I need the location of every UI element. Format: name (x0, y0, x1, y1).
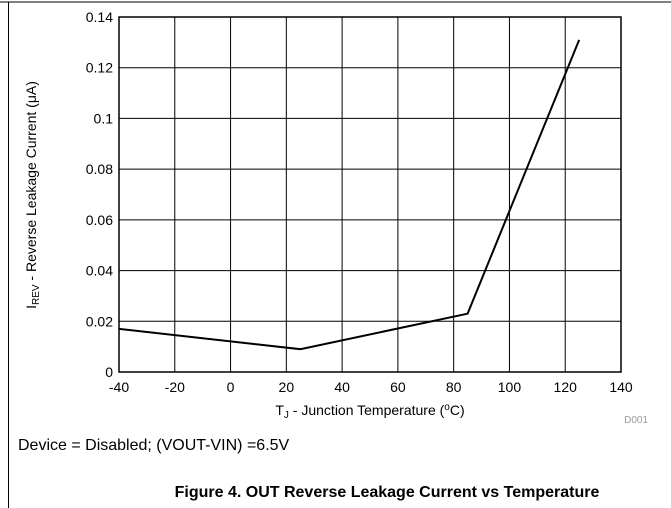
data-line (118, 39, 581, 351)
plot-border (118, 16, 622, 373)
x-label-main: T (275, 402, 284, 418)
x-label-sub: J (284, 410, 289, 421)
x-label-end: C) (450, 402, 465, 418)
x-tick-label: 120 (554, 379, 578, 395)
y-label-rest: - Reverse Leakage Current (μA) (23, 81, 39, 284)
y-tick-label: 0.1 (94, 110, 114, 126)
y-tick-label: 0.08 (86, 161, 113, 177)
x-tick-label: 80 (446, 379, 462, 395)
y-tick-label: 0.14 (86, 9, 113, 25)
x-axis-label: TJ - Junction Temperature (oC) (275, 402, 464, 421)
x-tick-label: 20 (279, 379, 295, 395)
note: Device = Disabled; (VOUT-VIN) =6.5V (18, 437, 290, 454)
x-tick-label: 100 (498, 379, 522, 395)
x-label-sup: o (444, 402, 450, 413)
y-label-sub: REV (31, 284, 42, 305)
y-tick-label: 0 (105, 364, 113, 380)
x-tick-label: 40 (334, 379, 350, 395)
x-tick-label: -20 (165, 379, 185, 395)
figure-code: D001 (624, 415, 648, 426)
caption: Figure 4. OUT Reverse Leakage Current vs… (175, 484, 600, 501)
x-tick-label: -40 (109, 379, 129, 395)
x-tick-label: 0 (227, 379, 235, 395)
y-tick-label: 0.06 (86, 212, 113, 228)
y-label-main: I (23, 305, 39, 309)
x-tick-label: 60 (390, 379, 406, 395)
y-tick-label: 0.12 (86, 60, 113, 76)
y-tick-label: 0.04 (86, 263, 113, 279)
y-axis-label: IREV - Reverse Leakage Current (μA) (23, 81, 42, 309)
x-tick-label: 140 (609, 379, 633, 395)
x-label-rest: - Junction Temperature ( (289, 402, 445, 418)
y-tick-label: 0.02 (86, 313, 113, 329)
